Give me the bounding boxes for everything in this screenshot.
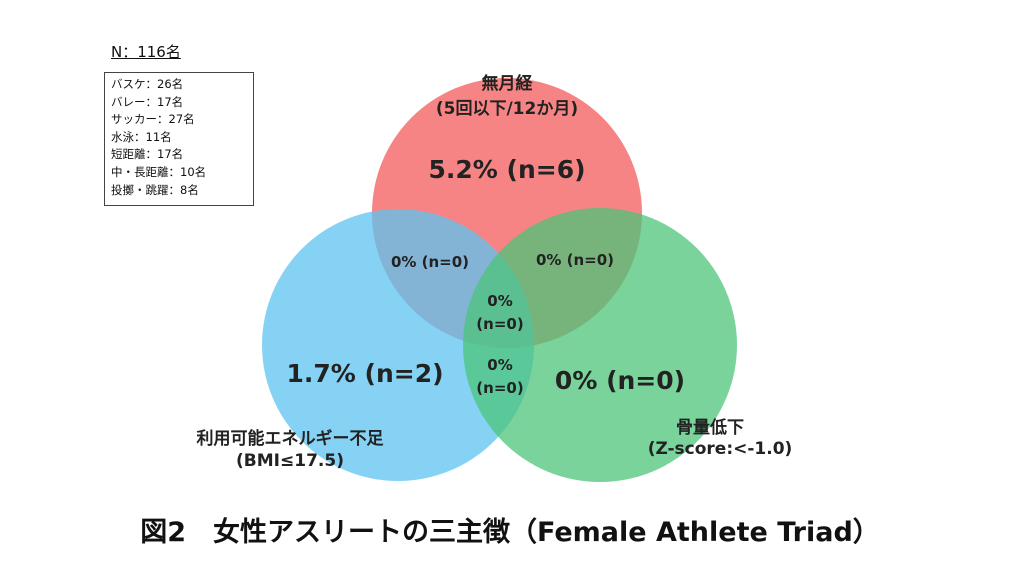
breakdown-row-distance: 中・長距離：10名 xyxy=(111,164,207,179)
sport-breakdown-box: バスケ：26名 バレー：17名 サッカー：27名 水泳：11名 短距離：17名 … xyxy=(104,72,254,206)
amenorrhea-value: 5.2% (n=6) xyxy=(428,155,586,184)
sample-size-label: N：116名 xyxy=(111,43,181,61)
bone-loss-circle xyxy=(463,208,737,482)
breakdown-row-volleyball: バレー：17名 xyxy=(111,94,184,109)
low-energy-circle xyxy=(262,209,534,481)
breakdown-row-basketball: バスケ：26名 xyxy=(111,77,184,91)
amenorrhea-name: 無月経 xyxy=(481,74,533,94)
low-energy-criterion: (BMI≤17.5) xyxy=(236,451,344,471)
breakdown-row-swimming: 水泳：11名 xyxy=(111,129,172,144)
breakdown-row-sprint: 短距離：17名 xyxy=(111,147,184,162)
breakdown-row-throw-jump: 投擲・跳躍：8名 xyxy=(111,182,199,197)
overlap-low-energy-bone-loss-percent: 0% xyxy=(487,356,513,374)
amenorrhea-criterion: (5回以下/12か月) xyxy=(435,99,579,119)
overlap-all-three-count: (n=0) xyxy=(476,315,524,333)
low-energy-value: 1.7% (n=2) xyxy=(286,359,444,388)
overlap-amenorrhea-bone-loss: 0% (n=0) xyxy=(535,251,615,269)
overlap-low-energy-bone-loss-count: (n=0) xyxy=(476,379,524,397)
bone-loss-criterion: (Z-score:<-1.0) xyxy=(647,439,793,459)
overlap-all-three-percent: 0% xyxy=(487,292,513,310)
low-energy-name: 利用可能エネルギー不足 xyxy=(196,429,384,449)
figure-caption: 図2 女性アスリートの三主徴（Female Athlete Triad） xyxy=(140,517,880,548)
bone-loss-name: 骨量低下 xyxy=(676,418,744,438)
overlap-amenorrhea-low-energy: 0% (n=0) xyxy=(390,253,470,271)
breakdown-row-soccer: サッカー：27名 xyxy=(111,112,195,127)
bone-loss-value: 0% (n=0) xyxy=(554,366,686,395)
